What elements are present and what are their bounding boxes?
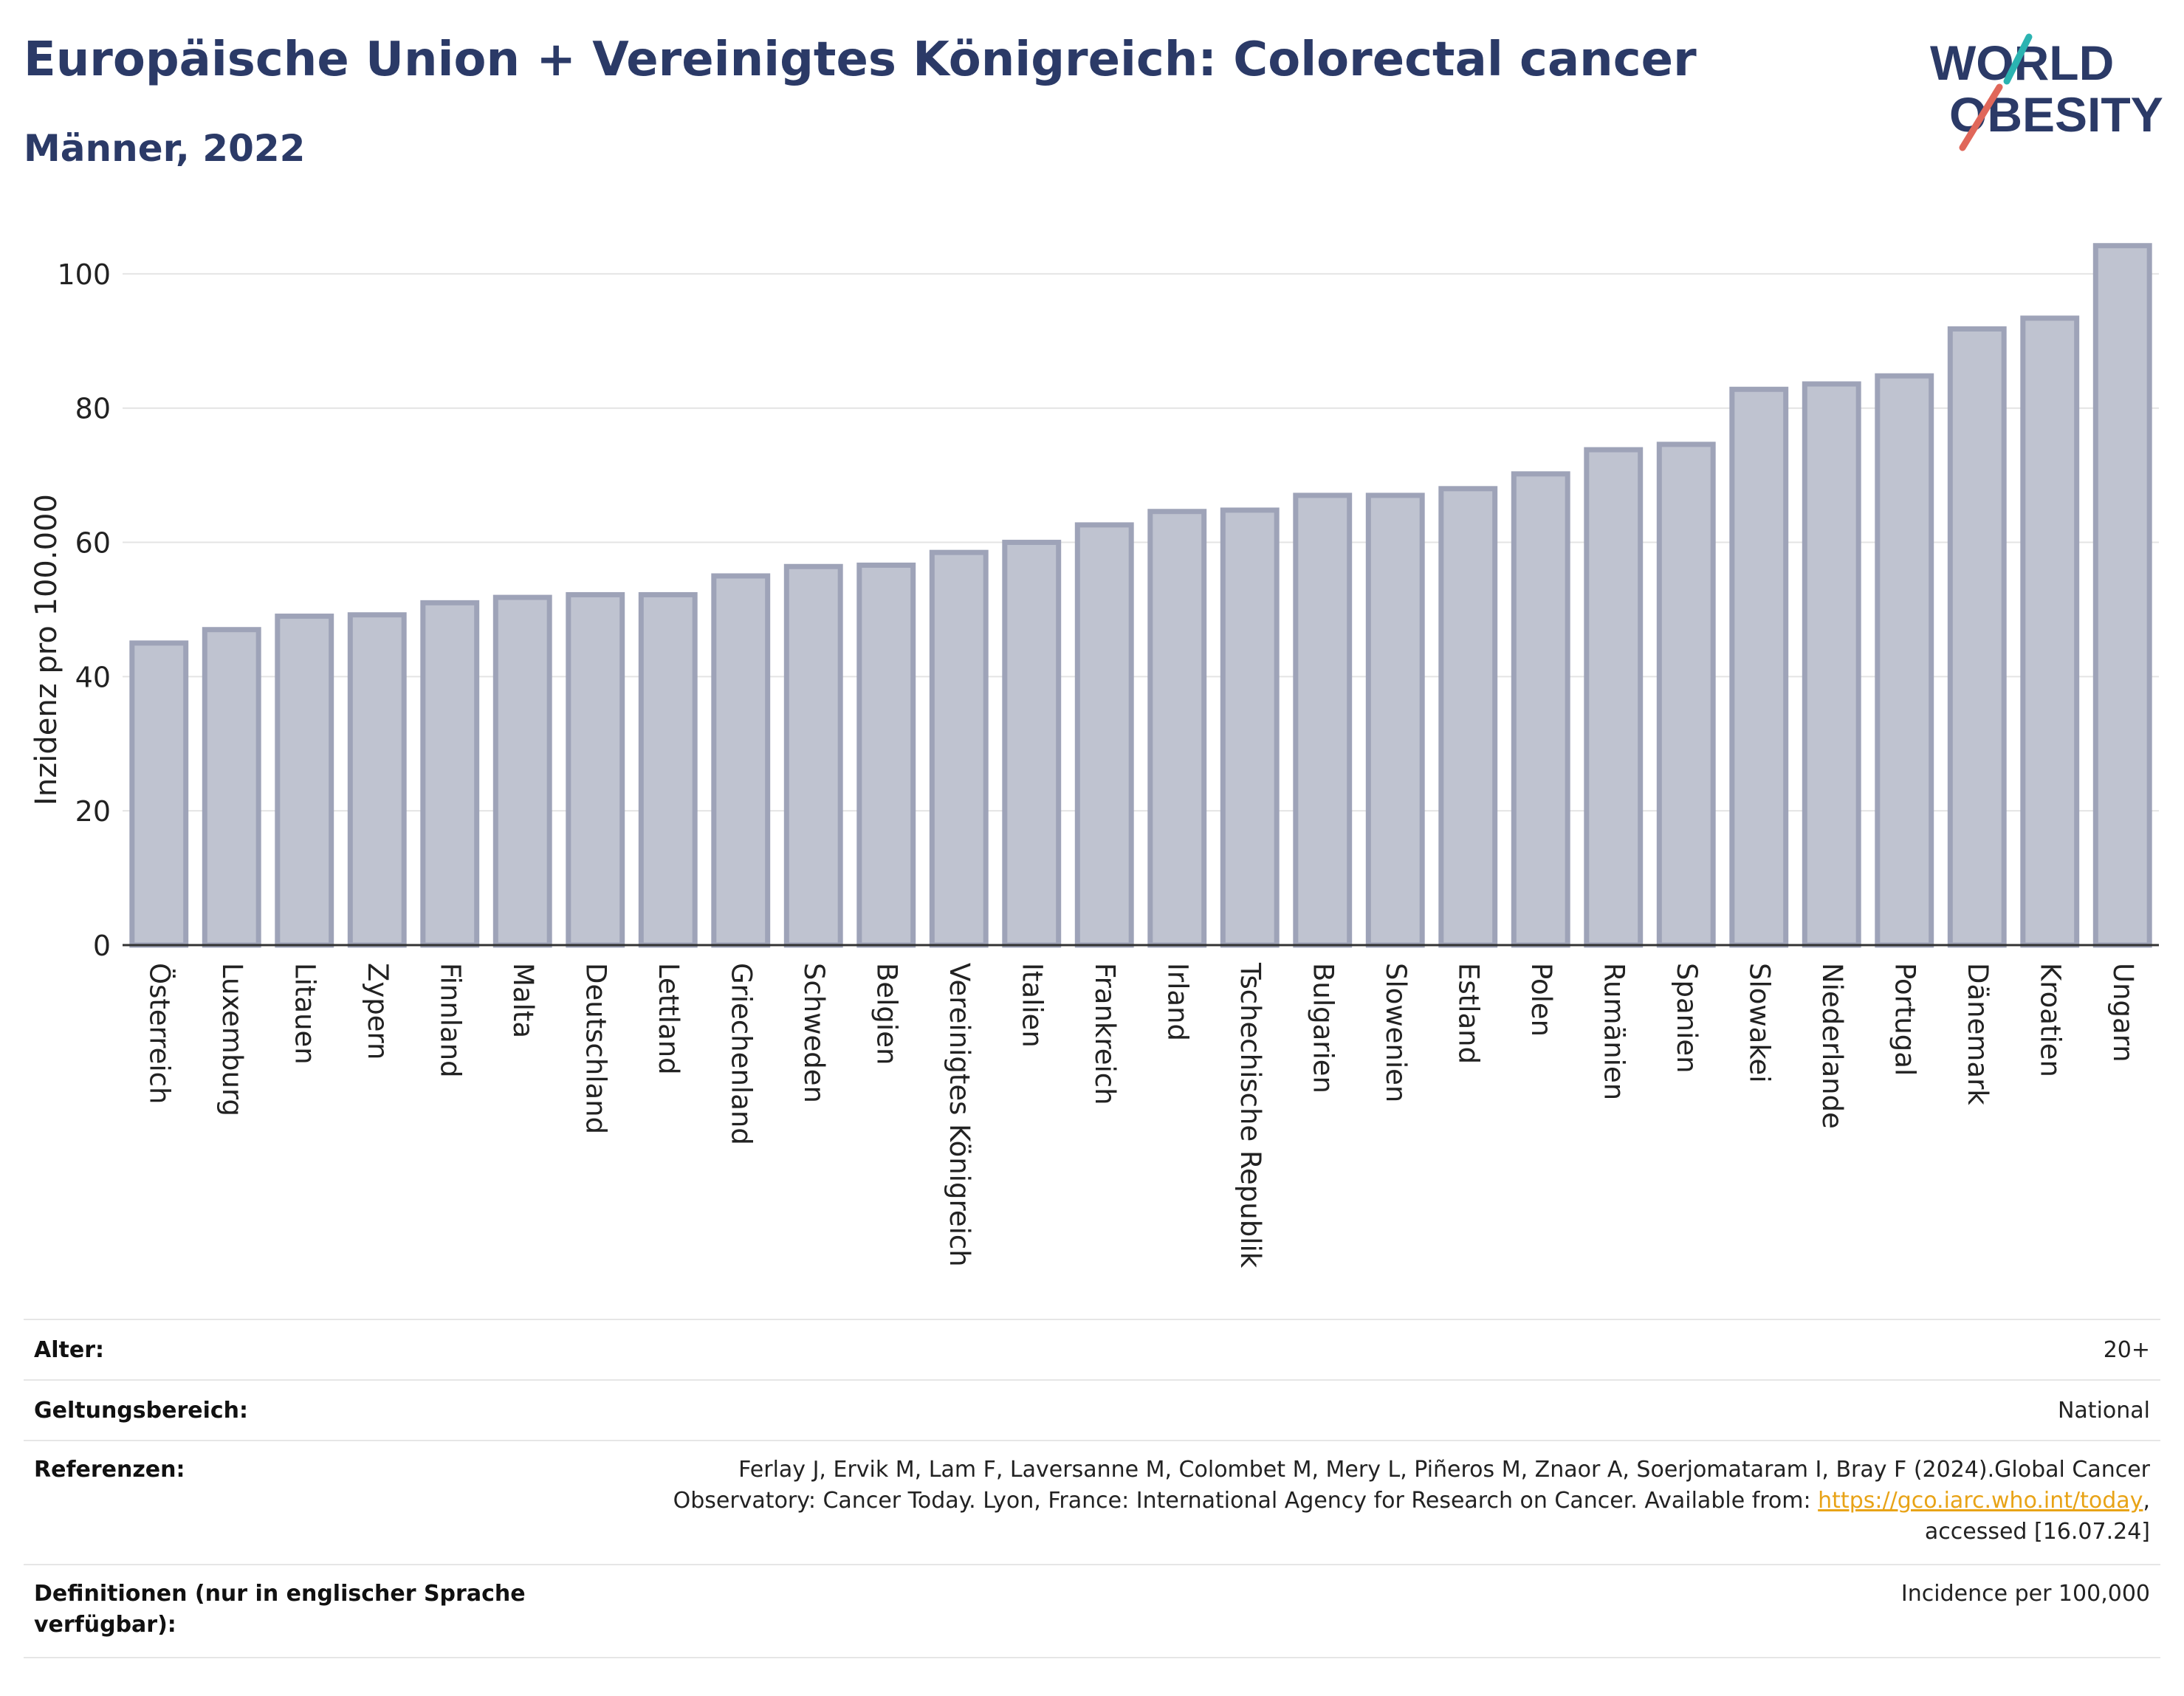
bar-luxemburg <box>202 627 261 948</box>
x-tick-labels: Österreich Luxemburg Litauen Zypern Finnland… <box>143 962 2139 1268</box>
bar-bulgarien <box>1293 492 1353 948</box>
x-tick-label: Ungarn <box>2107 963 2139 1062</box>
x-tick-label: Finnland <box>434 963 466 1078</box>
logo-slash-teal <box>2003 33 2033 85</box>
logo-slash-coral <box>1959 83 2003 151</box>
x-tick-label: Schweden <box>798 963 830 1103</box>
bar-chart: 0 20 40 60 80 100 Österreich Luxemburg Litauen Z… <box>30 243 2159 1268</box>
x-tick-label: Belgien <box>870 963 902 1065</box>
x-tick-label: Litauen <box>289 963 320 1065</box>
x-tick-label: Deutschland <box>580 963 611 1134</box>
x-tick-label: Tschechische Republik <box>1234 962 1266 1268</box>
age-label: Alter: <box>34 1337 104 1363</box>
bar-estland <box>1438 486 1498 948</box>
x-tick-label: Italien <box>1016 963 1048 1048</box>
x-tick-label: Rumänien <box>1598 963 1630 1100</box>
references-line2-prefix: Observatory: Cancer Today. Lyon, France:… <box>673 1488 1819 1514</box>
x-tick-label: Österreich <box>143 963 175 1104</box>
x-tick-label: Portugal <box>1889 963 1920 1076</box>
x-tick-label: Vereinigtes Königreich <box>944 963 975 1267</box>
x-tick-label: Frankreich <box>1089 963 1121 1105</box>
bar-griechenland <box>711 573 771 948</box>
bar-irland <box>1147 509 1207 948</box>
x-tick-label: Lettland <box>653 963 684 1075</box>
references-line1: Ferlay J, Ervik M, Lam F, Laversanne M, … <box>738 1457 2150 1483</box>
bar-italien <box>1002 540 1062 948</box>
coverage-value: National <box>2057 1398 2150 1424</box>
bar-portugal <box>1875 373 1934 948</box>
bar-malta <box>492 594 552 948</box>
y-tick-label: 40 <box>75 661 111 693</box>
definitions-label-line1: Definitionen (nur in englischer Sprache <box>34 1581 526 1607</box>
bars <box>129 243 2152 948</box>
bar-österreich <box>129 640 189 948</box>
x-tick-label: Niederlande <box>1816 963 1848 1129</box>
references-line2-suffix: , <box>2143 1488 2150 1514</box>
chart-title: Europäische Union + Vereinigtes Königrei… <box>24 32 1697 87</box>
bar-tschechische-republik <box>1220 507 1280 948</box>
bar-kroatien <box>2020 315 2080 948</box>
y-tick-label: 60 <box>75 527 111 560</box>
y-tick-label: 0 <box>93 930 111 962</box>
bar-ungarn <box>2092 243 2152 948</box>
bar-niederlande <box>1802 381 1861 948</box>
definitions-label: Definitionen (nur in englischer Sprache … <box>34 1579 526 1641</box>
x-tick-label: Slowakei <box>1743 963 1775 1083</box>
chart-subtitle: Männer, 2022 <box>24 127 306 170</box>
x-tick-label: Zypern <box>362 963 394 1060</box>
bar-dänemark <box>1947 326 2007 948</box>
references-value: Ferlay J, Ervik M, Lam F, Laversanne M, … <box>673 1455 2150 1548</box>
info-row-coverage: Geltungsbereich: National <box>24 1379 2160 1441</box>
bar-lettland <box>638 591 698 948</box>
references-line2: Observatory: Cancer Today. Lyon, France:… <box>673 1486 2150 1517</box>
bar-spanien <box>1656 442 1716 948</box>
x-tick-label: Kroatien <box>2034 963 2066 1077</box>
references-label: Referenzen: <box>34 1457 185 1483</box>
y-tick-labels: 0 20 40 60 80 100 <box>57 258 111 962</box>
bar-belgien <box>856 562 916 948</box>
info-row-references: Referenzen: Ferlay J, Ervik M, Lam F, La… <box>24 1440 2160 1565</box>
bar-polen <box>1511 471 1570 948</box>
x-tick-label: Malta <box>507 963 539 1038</box>
references-line3: accessed [16.07.24] <box>1924 1519 2150 1545</box>
x-tick-label: Irland <box>1161 963 1193 1041</box>
x-tick-label: Bulgarien <box>1307 963 1339 1094</box>
bar-slowakei <box>1729 386 1789 948</box>
bar-schweden <box>783 563 843 948</box>
references-link[interactable]: https://gco.iarc.who.int/today <box>1818 1488 2143 1514</box>
y-tick-label: 80 <box>75 393 111 425</box>
y-tick-label: 20 <box>75 795 111 828</box>
x-tick-label: Estland <box>1452 963 1484 1064</box>
age-value: 20+ <box>2103 1337 2150 1363</box>
x-tick-label: Spanien <box>1671 963 1703 1074</box>
bar-zypern <box>347 612 407 948</box>
coverage-label: Geltungsbereich: <box>34 1398 249 1424</box>
bar-finnland <box>420 600 480 948</box>
bar-slowenien <box>1365 492 1425 948</box>
definitions-label-line2: verfügbar): <box>34 1612 176 1638</box>
x-tick-label: Dänemark <box>1962 963 1994 1105</box>
x-tick-label: Polen <box>1525 963 1557 1037</box>
bar-deutschland <box>566 591 625 948</box>
bar-frankreich <box>1074 522 1134 948</box>
y-tick-label: 100 <box>57 258 111 291</box>
bar-vereinigtes-königreich <box>929 549 989 948</box>
x-tick-label: Luxemburg <box>216 963 248 1116</box>
bar-litauen <box>275 614 334 948</box>
y-axis-label: Inzidenz pro 100.000 <box>30 494 63 806</box>
definitions-value: Incidence per 100,000 <box>1900 1581 2150 1607</box>
info-row-age: Alter: 20+ <box>24 1319 2160 1381</box>
x-tick-label: Slowenien <box>1380 963 1412 1102</box>
world-obesity-logo: WORLD OBESITY <box>1930 33 2163 151</box>
info-table: Alter: 20+ Geltungsbereich: National Ref… <box>24 1319 2160 1658</box>
bar-rumänien <box>1584 447 1644 948</box>
x-tick-label: Griechenland <box>725 963 757 1145</box>
info-row-definitions: Definitionen (nur in englischer Sprache … <box>24 1564 2160 1658</box>
